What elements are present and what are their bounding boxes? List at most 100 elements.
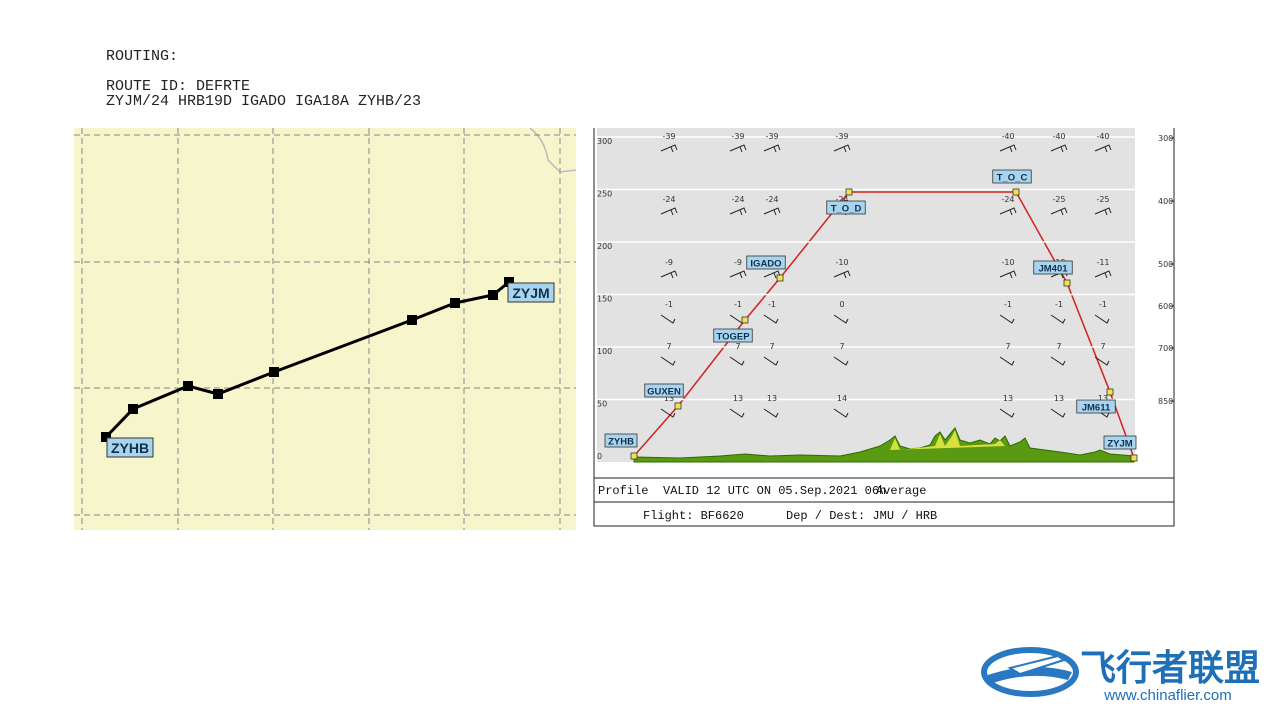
temperature: 13: [1003, 394, 1013, 403]
flight-number: Flight: BF6620: [643, 509, 744, 523]
temperature: -11: [1096, 258, 1109, 267]
temperature: -1: [1004, 300, 1012, 309]
waypoint: [741, 316, 749, 324]
waypoint: [1106, 388, 1114, 396]
waypoint: [630, 452, 638, 460]
temperature: 13: [767, 394, 777, 403]
info-text: Profile: [598, 484, 648, 498]
waypoint-label-box: [644, 383, 684, 398]
temperature: -24: [835, 195, 848, 204]
wind-barb: [999, 314, 1015, 324]
level-label: 300: [597, 137, 612, 146]
dep-dest: Dep / Dest: JMU / HRB: [786, 509, 937, 523]
waypoint-label: T_O_D: [831, 204, 862, 215]
pressure-label: 500: [1158, 260, 1173, 269]
temperature: -24: [731, 195, 744, 204]
temperature: -25: [1052, 195, 1065, 204]
wind-barb: [1094, 314, 1110, 324]
wind-barb: [729, 270, 747, 279]
temperature: 13: [733, 394, 743, 403]
wind-barb: [763, 144, 781, 153]
pressure-label: 700: [1158, 344, 1173, 353]
pressure-label: 600: [1158, 302, 1173, 311]
label-box: [507, 282, 555, 303]
info-text: VALID 12 UTC ON 05.Sep.2021 06h: [663, 484, 886, 498]
route-points: [101, 277, 514, 442]
wind-barb: [999, 270, 1017, 279]
temperature: 7: [1005, 342, 1010, 351]
waypoint-label-box: [1103, 435, 1137, 450]
wind-barb: [660, 207, 678, 216]
wind-barb: [660, 144, 678, 153]
waypoint-label: TOGEP: [716, 332, 750, 343]
wind-barb: [1094, 144, 1112, 153]
routing-title: ROUTING:: [106, 48, 178, 65]
wind-barb: [1094, 356, 1110, 366]
waypoint: [845, 188, 853, 196]
wind-barb: [763, 207, 781, 216]
level-label: 250: [597, 190, 612, 199]
temperature: -1: [768, 300, 776, 309]
temperature: -25: [1096, 195, 1109, 204]
logo: [981, 647, 1079, 697]
route-string: ZYJM/24 HRB19D IGADO IGA18A ZYHB/23: [106, 93, 421, 110]
wind-barb: [833, 408, 849, 418]
waypoint-label-box: [746, 255, 786, 270]
temperature: -24: [765, 195, 778, 204]
waypoint-label: ZYHB: [608, 437, 634, 448]
wind-barb: [1094, 207, 1112, 216]
wind-barb: [660, 314, 676, 324]
wind-barb: [1050, 144, 1068, 153]
temperature: -1: [1055, 300, 1063, 309]
terrain-highlight: [890, 430, 1005, 450]
temperature: 13: [1098, 394, 1108, 403]
temperature: -9: [734, 258, 742, 267]
temperature: 13: [664, 394, 674, 403]
waypoint-label: IGADO: [750, 259, 781, 270]
wind-barb: [999, 356, 1015, 366]
waypoint-label: ZYJM: [1107, 439, 1132, 450]
logo-plane: [1007, 654, 1067, 676]
waypoint-label-box: [826, 200, 866, 215]
temperature: -1: [665, 300, 673, 309]
temperature: -39: [662, 132, 675, 141]
map-background: [74, 128, 576, 530]
waypoint: [1063, 279, 1071, 287]
wind-barb: [763, 356, 779, 366]
waypoint-label: JM401: [1038, 264, 1068, 275]
temperature: -1: [1099, 300, 1107, 309]
temperature: 7: [666, 342, 671, 351]
waypoint-label: T_O_C: [997, 173, 1028, 184]
temperature: -24: [1001, 195, 1014, 204]
info-text: Average: [876, 484, 926, 498]
watermark: 飞行者联盟 www.chinaflier.com: [981, 647, 1260, 704]
temperature: -9: [665, 258, 673, 267]
watermark-name: 飞行者联盟: [1080, 648, 1260, 689]
map-label: ZYHB: [111, 440, 149, 456]
pressure-label: 300: [1158, 134, 1173, 143]
wind-barb: [833, 144, 851, 153]
label-box: [106, 437, 154, 458]
wind-barb: [660, 270, 678, 279]
temperature: -40: [1052, 132, 1065, 141]
map-border: [529, 127, 577, 173]
pressure-label: 850: [1158, 397, 1173, 406]
temperature: 7: [769, 342, 774, 351]
waypoint-label-box: [604, 433, 638, 448]
wind-barb: [1050, 207, 1068, 216]
wind-barb: [833, 356, 849, 366]
temperature: -40: [1001, 132, 1014, 141]
wind-barb: [763, 408, 779, 418]
waypoint-label-box: [1033, 260, 1073, 275]
waypoint: [776, 274, 784, 282]
temperature: -1: [734, 300, 742, 309]
wind-barb: [763, 314, 779, 324]
waypoint-label-box: [713, 328, 753, 343]
route-map: ZYHB ZYJM: [74, 127, 577, 530]
wind-barb: [1050, 408, 1066, 418]
level-label: 50: [597, 400, 607, 409]
wind-barb: [833, 270, 851, 279]
wind-barb: [1050, 314, 1066, 324]
level-label: 100: [597, 347, 612, 356]
vertical-profile: Profile VALID 12 UTC ON 05.Sep.2021 06h …: [593, 128, 1175, 527]
